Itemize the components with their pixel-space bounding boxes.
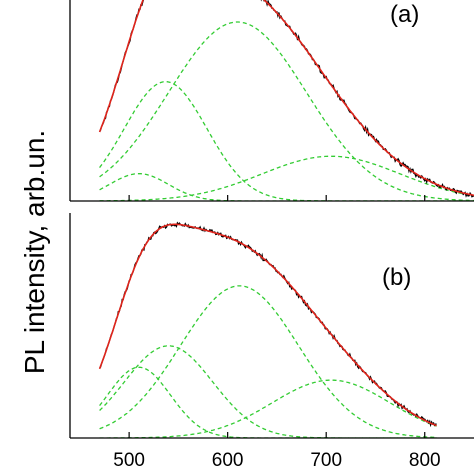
component-peak-4 (99, 379, 437, 438)
component-peak-1 (99, 366, 437, 438)
panel-label: (a) (390, 1, 419, 28)
x-tick-label: 600 (212, 450, 244, 471)
x-tick-label: 700 (310, 450, 342, 471)
measured-spectrum (99, 221, 437, 428)
x-axis: 500 600 700 800 (113, 450, 440, 471)
component-peak-4 (99, 155, 474, 201)
component-peak-3 (99, 285, 437, 438)
panel-b: (b) (69, 213, 474, 439)
fit-curve (98, 223, 437, 427)
fit-curve (98, 0, 474, 197)
plot-area (98, 0, 474, 201)
x-tick-label: 800 (409, 450, 441, 471)
x-tick-label: 500 (113, 450, 145, 471)
component-peak-2 (99, 81, 474, 201)
panel-label: (b) (382, 264, 411, 291)
component-peak-1 (99, 173, 474, 201)
component-peak-3 (99, 21, 474, 201)
panel-a: (a) (69, 0, 474, 202)
y-axis-title: PL intensity, arb.un. (19, 130, 50, 374)
plot-area (98, 221, 437, 438)
measured-spectrum (99, 0, 474, 198)
